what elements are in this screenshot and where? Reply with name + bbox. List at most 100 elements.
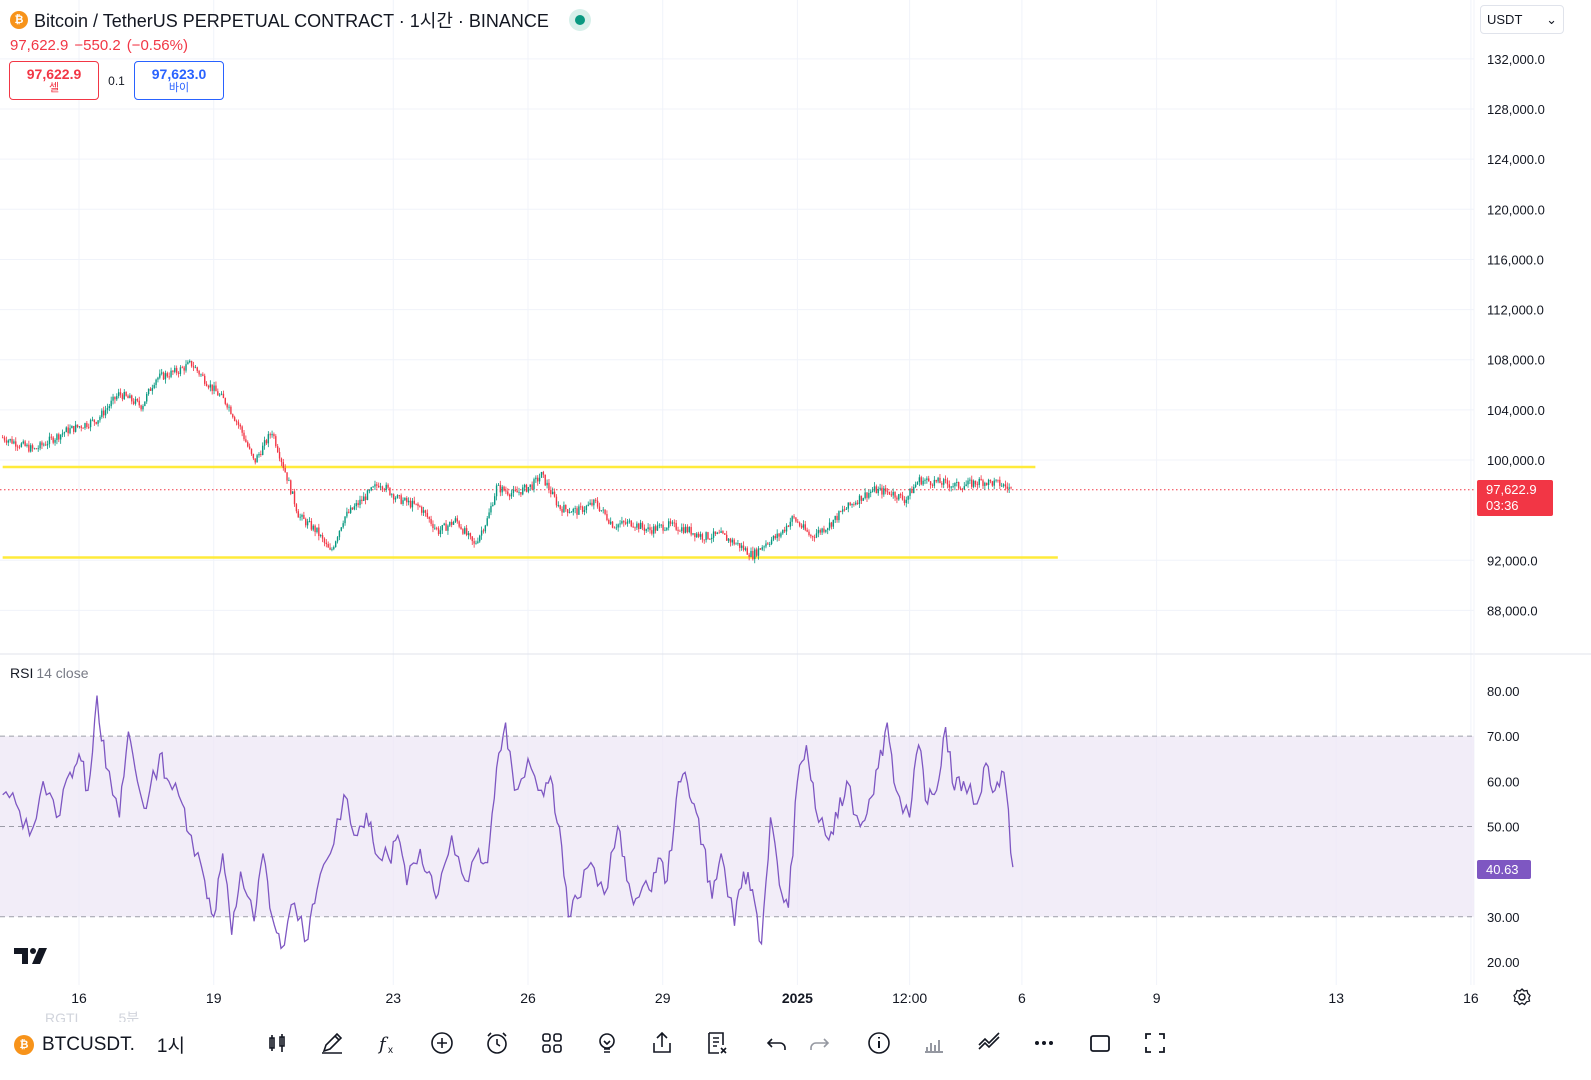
candle-body [179, 367, 182, 374]
candle-body [140, 405, 142, 410]
candlestick-series[interactable] [1, 359, 1012, 564]
candle-body [432, 523, 434, 529]
candle-body [619, 523, 621, 525]
candle-body [643, 527, 646, 531]
buy-button[interactable]: 97,623.0 바이 [134, 61, 224, 100]
candle-body [497, 484, 500, 486]
candle-body [682, 527, 685, 533]
candle-body [991, 481, 994, 486]
candle-body [862, 498, 864, 501]
candle-body [252, 453, 255, 459]
price-axis[interactable]: 132,000.0 128,000.0 124,000.0 120,000.0 116,… [1487, 52, 1545, 619]
share-icon[interactable] [648, 1029, 676, 1057]
rsi-axis-tick: 20.00 [1487, 955, 1520, 970]
grid-icon[interactable] [538, 1029, 566, 1057]
candle-body [795, 517, 797, 522]
candle-body [518, 492, 520, 493]
bottom-symbol-selector[interactable]: ₿ BTCUSDT. 1시 [14, 1031, 185, 1058]
candle-body [204, 375, 206, 384]
candle-body [99, 416, 101, 421]
candle-body [202, 374, 204, 376]
candle-body [129, 395, 131, 399]
candle-body [290, 480, 292, 494]
candle-body [787, 525, 790, 527]
candle-body [686, 526, 689, 532]
candle-body [806, 529, 808, 532]
candle-body [664, 529, 666, 531]
candle-body [22, 441, 24, 444]
candle-body [151, 387, 154, 391]
candle-body [881, 487, 883, 495]
info-icon[interactable] [865, 1029, 893, 1057]
rsi-legend[interactable]: RSI 14 close [10, 665, 89, 681]
candle-body [656, 525, 659, 531]
candle-body [922, 480, 924, 485]
candle-body [984, 482, 986, 486]
candle-body [35, 448, 38, 450]
redo-icon[interactable] [805, 1029, 833, 1057]
candle-body [808, 531, 810, 536]
candle-body [740, 545, 743, 548]
candle-body [978, 478, 980, 485]
plus-circle-icon[interactable] [428, 1029, 456, 1057]
candle-body [183, 367, 185, 371]
candle-body [452, 521, 455, 525]
candle-body [551, 491, 554, 495]
bottom-toolbar [0, 1022, 1591, 1080]
candle-body [175, 367, 178, 373]
candle-body [677, 529, 679, 531]
candle-body [462, 529, 464, 534]
candle-body [929, 481, 932, 485]
candle-body [696, 533, 698, 538]
candle-body [153, 384, 155, 388]
candles-icon[interactable] [263, 1029, 291, 1057]
candle-body [250, 448, 253, 454]
square-icon[interactable] [1086, 1029, 1114, 1057]
alarm-icon[interactable] [483, 1029, 511, 1057]
rsi-axis[interactable]: 80.00 70.00 60.00 50.00 30.00 20.00 [1487, 684, 1520, 970]
candle-body [529, 484, 531, 487]
candle-body [703, 539, 705, 541]
candle-body [407, 500, 410, 503]
pen-icon[interactable] [318, 1029, 346, 1057]
candle-body [464, 528, 466, 534]
candle-body [583, 510, 586, 512]
currency-select[interactable]: USDT ⌄ [1480, 5, 1564, 34]
bulb-icon[interactable] [593, 1029, 621, 1057]
candle-body [39, 442, 41, 449]
tradingview-logo[interactable] [14, 946, 50, 966]
candle-body [772, 535, 775, 540]
more-icon[interactable] [1030, 1029, 1058, 1057]
candle-body [593, 499, 595, 506]
rsi-line[interactable] [2, 695, 1014, 950]
fullscreen-icon[interactable] [1141, 1029, 1169, 1057]
market-status-icon[interactable] [568, 9, 591, 31]
candle-body [617, 524, 619, 528]
candle-body [514, 489, 516, 491]
bar-chart-icon[interactable] [920, 1029, 948, 1057]
bottom-timeframe[interactable]: 1시 [156, 1036, 185, 1057]
candle-body [439, 530, 442, 535]
time-axis[interactable]: 16 19 23 26 29 2025 12:00 6 9 13 16 [71, 990, 1479, 1006]
candle-body [965, 484, 967, 487]
watchlist-icon[interactable] [703, 1029, 731, 1057]
undo-icon[interactable] [763, 1029, 791, 1057]
candle-body [363, 496, 365, 502]
candle-body [520, 492, 522, 495]
bitcoin-icon: ₿ [10, 11, 28, 29]
candle-body [400, 495, 402, 504]
candle-body [329, 547, 331, 550]
gear-icon[interactable] [1512, 987, 1532, 1007]
sell-button[interactable]: 97,622.9 셀 [9, 61, 99, 100]
candle-body [391, 494, 393, 496]
trend-lines-icon[interactable] [975, 1029, 1003, 1057]
candle-body [735, 543, 737, 545]
symbol-title[interactable]: Bitcoin / TetherUS PERPETUAL CONTRACT · … [34, 11, 549, 31]
candle-body [338, 530, 341, 538]
price-axis-tick: 120,000.0 [1487, 202, 1545, 217]
rsi-axis-tick: 50.00 [1487, 819, 1520, 834]
candle-body [537, 477, 539, 482]
candle-body [840, 511, 842, 512]
